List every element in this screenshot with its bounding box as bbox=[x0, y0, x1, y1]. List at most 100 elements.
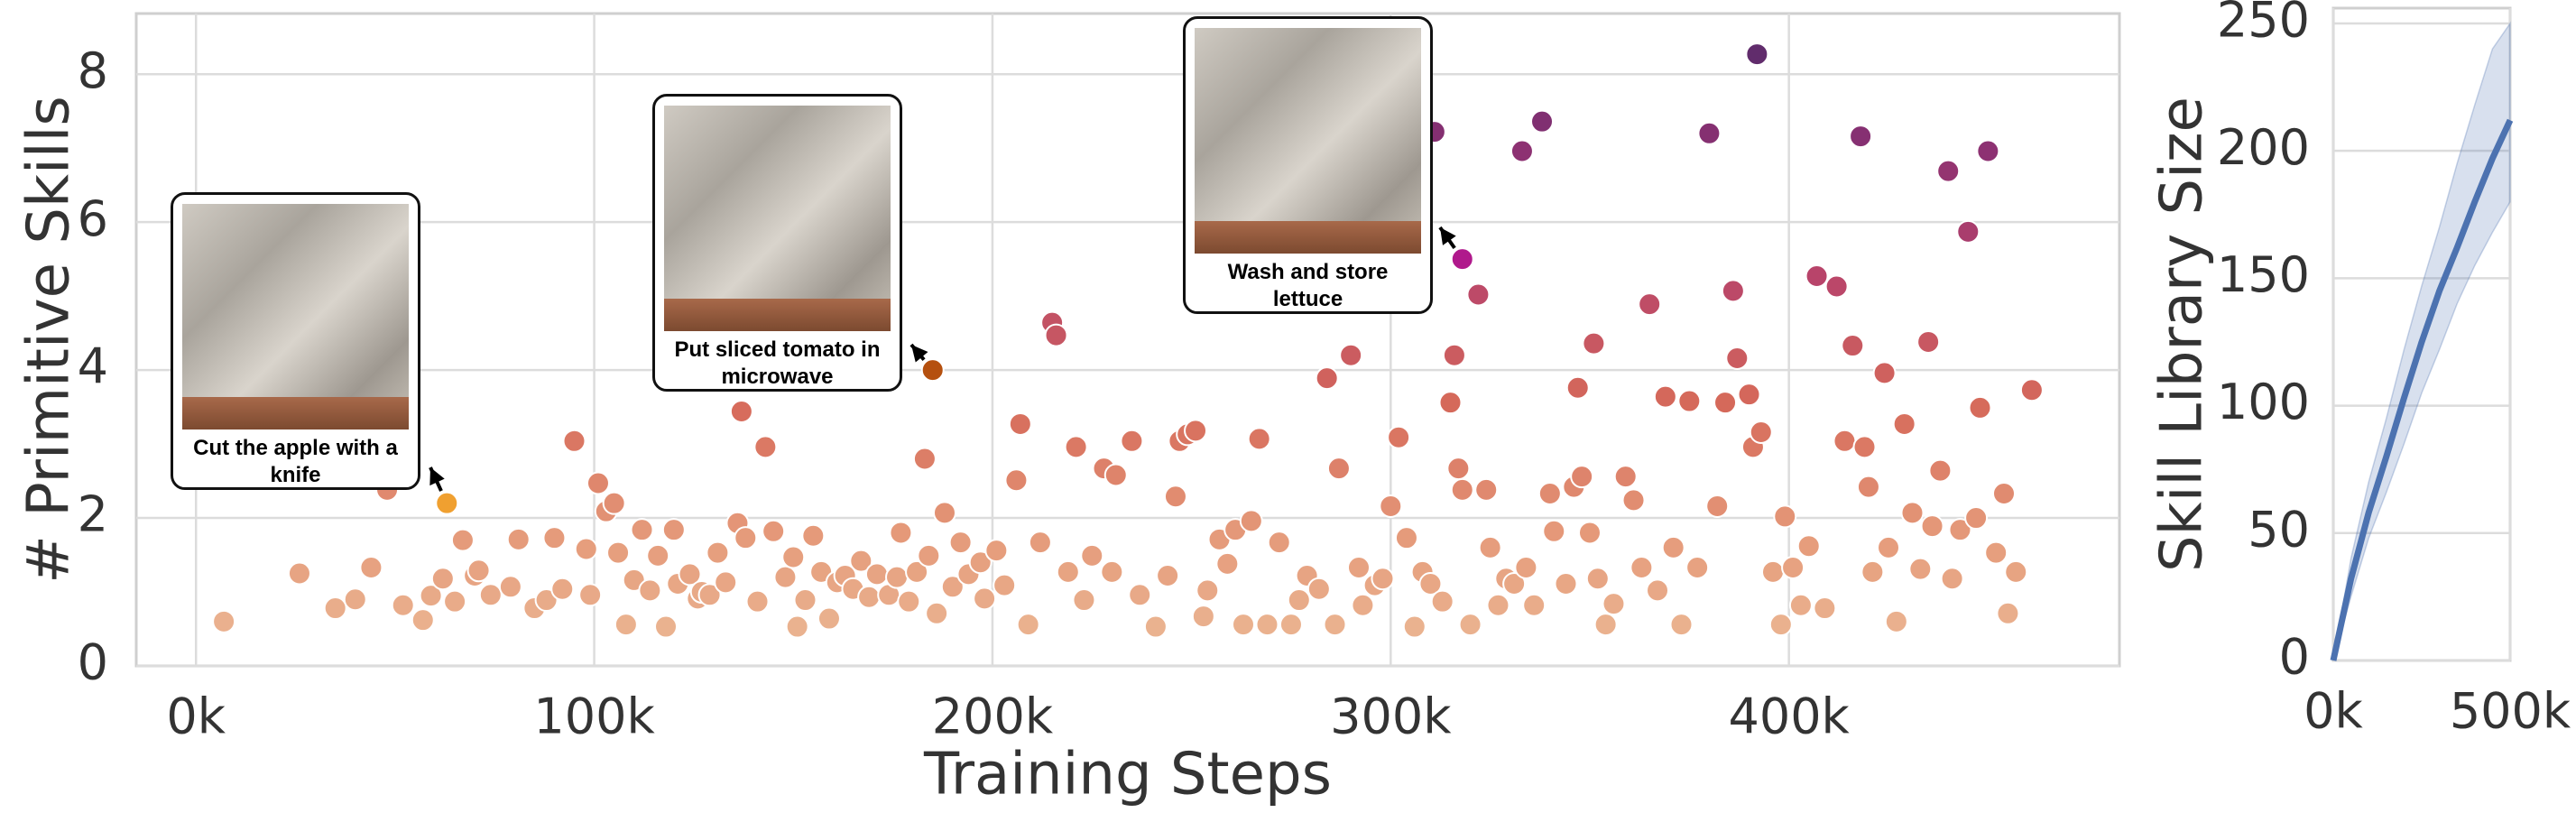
counter-edge bbox=[182, 397, 409, 429]
point bbox=[1992, 482, 2017, 506]
point bbox=[1542, 519, 1566, 543]
point bbox=[1323, 613, 1347, 637]
point bbox=[917, 543, 941, 568]
point bbox=[1585, 567, 1610, 591]
point bbox=[864, 562, 889, 586]
point bbox=[1796, 534, 1821, 559]
point bbox=[323, 596, 347, 621]
point bbox=[1510, 139, 1534, 163]
point bbox=[1279, 613, 1303, 637]
point bbox=[1669, 613, 1694, 637]
point bbox=[1593, 613, 1618, 637]
point bbox=[1948, 518, 1972, 542]
counter-edge bbox=[1195, 221, 1421, 254]
point bbox=[1565, 375, 1590, 400]
point bbox=[801, 523, 826, 548]
point bbox=[781, 545, 806, 569]
point bbox=[706, 540, 730, 565]
y-tick-label: 100 bbox=[2217, 374, 2310, 430]
point bbox=[1638, 292, 1662, 317]
point bbox=[1685, 555, 1710, 579]
point bbox=[678, 562, 702, 586]
point bbox=[1697, 121, 1722, 145]
point bbox=[1196, 578, 1220, 603]
point bbox=[1143, 614, 1168, 639]
point bbox=[1833, 429, 1857, 453]
point bbox=[534, 588, 559, 613]
point bbox=[419, 584, 443, 608]
point bbox=[1824, 274, 1849, 299]
point bbox=[912, 447, 937, 471]
point bbox=[1884, 609, 1908, 633]
point bbox=[1418, 572, 1443, 596]
point bbox=[1156, 563, 1180, 587]
point bbox=[1773, 504, 1797, 529]
point bbox=[1554, 572, 1578, 596]
point bbox=[1537, 482, 1562, 506]
point bbox=[1064, 435, 1088, 459]
point bbox=[1761, 559, 1786, 584]
x-axis-title: Training Steps bbox=[923, 742, 1332, 808]
point bbox=[542, 526, 567, 550]
point bbox=[1856, 475, 1880, 499]
point bbox=[614, 613, 638, 637]
point bbox=[1841, 334, 1865, 358]
point bbox=[443, 589, 467, 614]
point bbox=[984, 539, 1009, 563]
point bbox=[1713, 391, 1738, 415]
point bbox=[1239, 509, 1263, 533]
point bbox=[1984, 540, 2008, 565]
point bbox=[745, 589, 770, 614]
point bbox=[1402, 614, 1426, 639]
y-tick-label: 150 bbox=[2217, 246, 2310, 303]
y-tick-label: 250 bbox=[2217, 0, 2310, 49]
y-tick-label: 2 bbox=[78, 486, 108, 543]
point bbox=[1215, 551, 1240, 576]
arrow-head bbox=[911, 345, 928, 363]
point bbox=[1255, 613, 1279, 637]
point bbox=[606, 540, 631, 565]
point bbox=[948, 531, 973, 555]
point bbox=[1852, 435, 1877, 459]
point bbox=[1908, 557, 1933, 581]
point bbox=[1247, 427, 1271, 451]
line bbox=[2330, 118, 2514, 661]
point bbox=[993, 573, 1017, 597]
y-tick-label: 6 bbox=[78, 190, 108, 247]
x-tick-label: 0k bbox=[2304, 683, 2363, 740]
point bbox=[1120, 429, 1144, 453]
point bbox=[1677, 389, 1702, 413]
point bbox=[391, 593, 415, 617]
point bbox=[2019, 378, 2044, 402]
point bbox=[1877, 535, 1901, 559]
point bbox=[1438, 391, 1463, 415]
scene-image bbox=[1195, 28, 1421, 254]
scene-image bbox=[182, 204, 409, 429]
y-axis-title: # Primitive Skills bbox=[16, 96, 83, 584]
point bbox=[1721, 279, 1745, 303]
point bbox=[1976, 139, 2000, 163]
point bbox=[905, 559, 929, 584]
point bbox=[1028, 531, 1052, 555]
point bbox=[430, 567, 455, 591]
callout-caption: Wash and store lettuce bbox=[1227, 260, 1389, 311]
point bbox=[2004, 559, 2028, 584]
x-tick-label: 500k bbox=[2450, 683, 2571, 740]
point bbox=[1486, 593, 1510, 617]
point bbox=[1813, 596, 1837, 621]
callout-caption: Cut the apple with a knife bbox=[193, 436, 398, 487]
point bbox=[1964, 506, 1989, 531]
point bbox=[1502, 572, 1527, 596]
point bbox=[1016, 613, 1040, 637]
x-tick-label: 100k bbox=[533, 688, 655, 745]
point bbox=[1892, 411, 1916, 436]
point bbox=[1080, 543, 1104, 568]
point bbox=[638, 578, 662, 603]
point bbox=[1872, 361, 1897, 385]
point bbox=[1577, 521, 1602, 545]
point bbox=[1163, 485, 1187, 509]
counter-edge bbox=[664, 299, 891, 331]
arrow-head bbox=[1440, 227, 1456, 245]
